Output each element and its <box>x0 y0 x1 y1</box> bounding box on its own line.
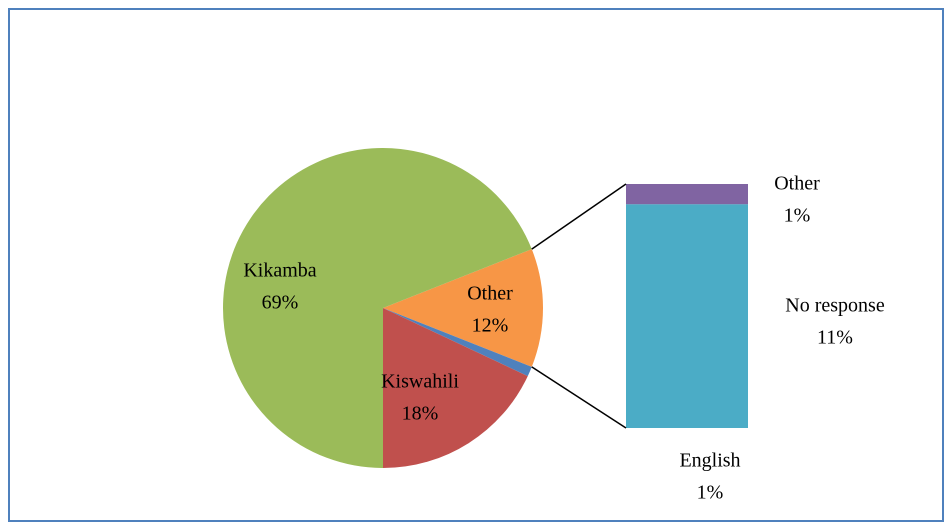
slice-value-label: 12% <box>472 315 509 337</box>
bar-value-label: 1% <box>784 205 811 227</box>
pie-slice <box>222 147 532 468</box>
bar-segment <box>626 184 748 205</box>
connector-line <box>531 366 627 429</box>
slice-label: Kikamba <box>243 260 316 282</box>
slice-label: Kiswahili <box>381 371 459 393</box>
slice-label: English <box>679 450 740 472</box>
bar-label: No response <box>785 295 885 317</box>
slice-label: Other <box>467 283 513 305</box>
bar-value-label: 11% <box>817 327 853 349</box>
slice-value-label: 69% <box>262 292 299 314</box>
pie-slice <box>383 308 528 468</box>
connector-line <box>531 183 627 250</box>
bar-segment <box>626 204 748 428</box>
pie-slice <box>383 308 532 377</box>
pie-slice <box>383 249 543 367</box>
slice-value-label: 1% <box>697 482 724 504</box>
slice-value-label: 18% <box>402 403 439 425</box>
bar-label: Other <box>774 173 820 195</box>
